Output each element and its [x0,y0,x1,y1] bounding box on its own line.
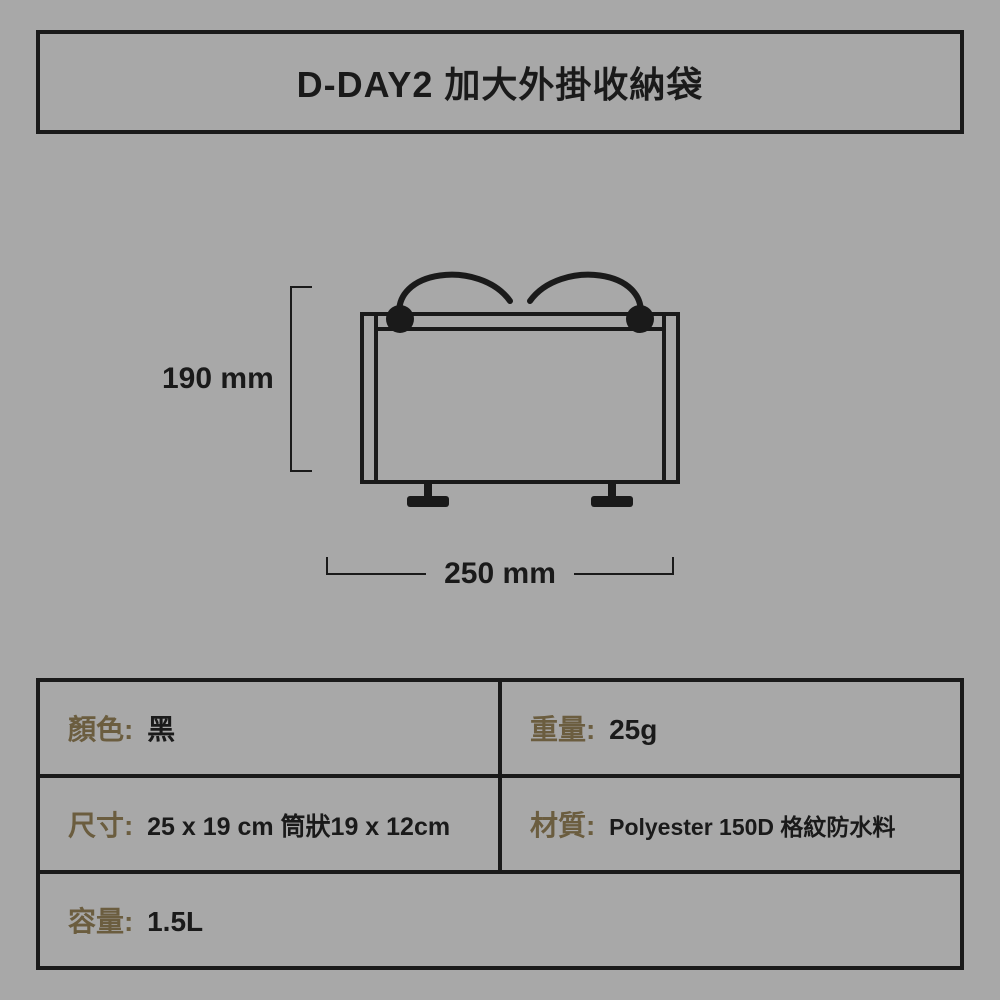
spec-label: 重量: [530,714,595,745]
spec-value: 黑 [147,714,175,745]
bag-diagram-icon [330,239,710,519]
spec-value: Polyester 150D 格紋防水料 [609,814,895,840]
spec-cell-color: 顏色: 黑 [38,680,500,776]
spec-label: 容量: [68,906,133,937]
spec-cell-capacity: 容量: 1.5L [38,872,962,968]
spec-label: 顏色: [68,714,133,745]
diagram-row: 190 mm [290,239,710,519]
spec-value: 25g [609,714,657,745]
table-row: 容量: 1.5L [38,872,962,968]
height-bracket: 190 mm [290,286,312,472]
spec-cell-size: 尺寸: 25 x 19 cm 筒狀19 x 12cm [38,776,500,872]
width-bracket-right [574,557,674,575]
diagram-area: 190 mm [36,134,964,678]
diagram-wrap: 190 mm [290,239,710,583]
spec-value: 25 x 19 cm 筒狀19 x 12cm [147,813,450,841]
title-box: D-DAY2 加大外掛收納袋 [36,30,964,134]
width-dimension: 250 mm [315,549,685,583]
spec-label: 尺寸: [68,810,133,841]
product-title: D-DAY2 加大外掛收納袋 [297,64,704,105]
table-row: 尺寸: 25 x 19 cm 筒狀19 x 12cm 材質: Polyester… [38,776,962,872]
spec-label: 材質: [530,810,595,841]
specs-table: 顏色: 黑 重量: 25g 尺寸: 25 x 19 cm 筒狀19 x 12cm… [36,678,964,970]
spec-cell-material: 材質: Polyester 150D 格紋防水料 [500,776,962,872]
table-row: 顏色: 黑 重量: 25g [38,680,962,776]
height-label: 190 mm [162,362,274,396]
width-bracket-left [326,557,426,575]
width-label: 250 mm [426,557,574,591]
product-spec-card: D-DAY2 加大外掛收納袋 190 mm [36,30,964,970]
spec-cell-weight: 重量: 25g [500,680,962,776]
spec-value: 1.5L [147,906,203,937]
height-dimension: 190 mm [290,286,312,472]
